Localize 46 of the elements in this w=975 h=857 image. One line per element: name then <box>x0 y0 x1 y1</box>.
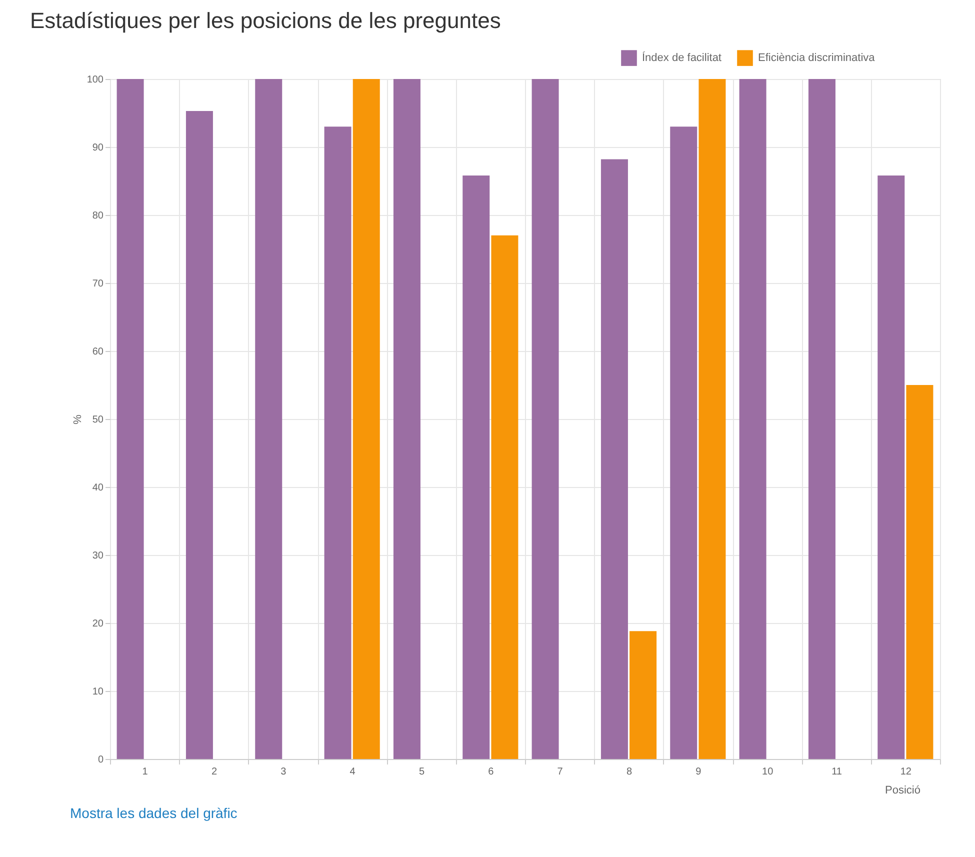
y-tick-label: 70 <box>92 278 104 290</box>
y-tick-label: 40 <box>92 482 104 494</box>
bar <box>532 79 559 759</box>
bar <box>352 79 380 759</box>
y-tick-label: 30 <box>92 550 104 562</box>
x-tick-label: 9 <box>696 766 702 778</box>
text: Mostra les dades del gràfic <box>70 805 238 821</box>
y-tick-label: 80 <box>92 210 104 222</box>
x-axis-title: Posició <box>885 784 920 796</box>
y-tick-label: 20 <box>92 618 104 630</box>
chart-title: Estadístiques per les posicions de les preguntes <box>30 8 501 33</box>
bar <box>186 110 213 759</box>
bar <box>600 159 628 759</box>
bar <box>491 235 518 759</box>
x-tick-label: 12 <box>900 766 912 778</box>
x-tick-label: 4 <box>350 766 356 778</box>
bar <box>324 126 352 759</box>
y-tick-label: 0 <box>98 754 104 766</box>
bar <box>462 176 490 759</box>
bar <box>698 79 726 759</box>
bar <box>739 79 766 759</box>
legend-label: Índex de facilitat <box>642 51 722 64</box>
y-tick-label: 90 <box>92 142 104 154</box>
x-tick-label: 11 <box>832 766 842 778</box>
bar <box>255 79 282 759</box>
y-axis-title: % <box>72 414 84 424</box>
y-tick-label: 50 <box>92 414 104 426</box>
legend-label: Eficiència discriminativa <box>758 52 876 64</box>
y-tick-label: 60 <box>92 346 104 358</box>
x-tick-label: 1 <box>142 766 148 778</box>
bar <box>393 79 420 759</box>
bar <box>670 126 698 759</box>
x-tick-label: 3 <box>280 766 287 778</box>
bar <box>906 385 934 759</box>
x-tick-label: 5 <box>418 766 425 778</box>
x-tick-label: 6 <box>488 766 494 778</box>
bar <box>878 176 905 759</box>
x-tick-label: 2 <box>211 766 218 778</box>
y-tick-label: 10 <box>92 686 104 698</box>
y-tick-label: 100 <box>86 74 104 86</box>
x-tick-label: 10 <box>762 766 774 778</box>
bar <box>630 631 657 759</box>
bar <box>808 79 836 759</box>
bar <box>116 79 144 759</box>
x-tick-label: 7 <box>557 766 564 778</box>
x-tick-label: 8 <box>626 766 632 778</box>
